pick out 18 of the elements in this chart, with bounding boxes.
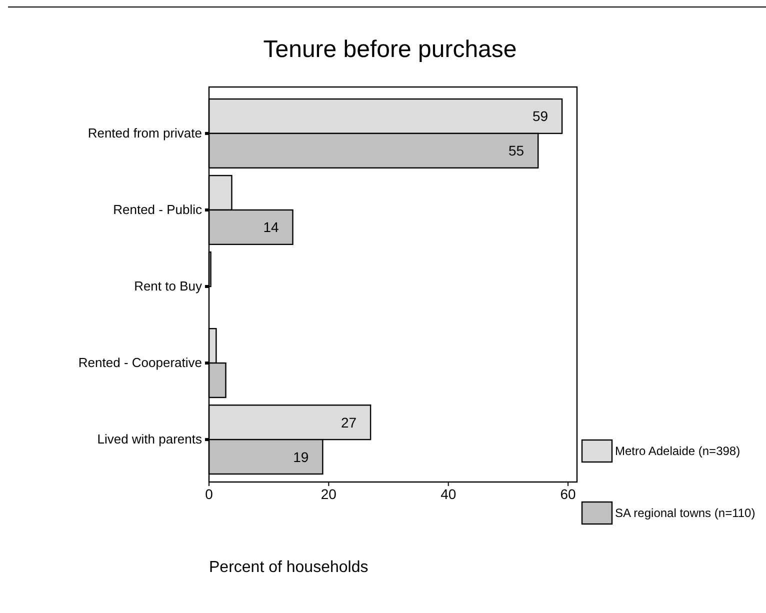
y-tick-label: Lived with parents: [97, 432, 202, 447]
x-tick-label: 60: [560, 486, 576, 502]
x-tick-label: 40: [440, 486, 456, 502]
x-tick-label: 0: [205, 486, 214, 502]
x-tick-label: 20: [320, 486, 337, 502]
legend-label: SA regional towns (n=110): [615, 506, 756, 520]
y-tick-label: Rented - Public: [113, 202, 202, 218]
data-label: 59: [532, 108, 548, 124]
x-axis-title: Percent of households: [209, 559, 368, 576]
y-tick-label: Rented - Cooperative: [78, 355, 202, 370]
data-label: 19: [293, 448, 309, 465]
legend-label: Metro Adelaide (n=398): [615, 444, 740, 458]
chart-title: Tenure before purchase: [263, 36, 517, 63]
data-label: 14: [263, 219, 279, 236]
y-tick-label: Rented from private: [88, 126, 202, 141]
y-tick-label: Rent to Buy: [134, 278, 202, 294]
data-label: 55: [508, 142, 524, 159]
data-label: 27: [340, 414, 357, 430]
